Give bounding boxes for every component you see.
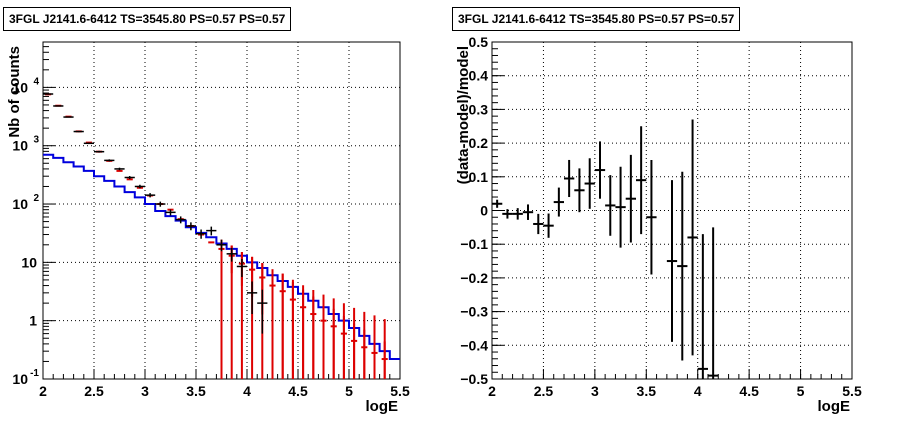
y-tick-label: 0.5 (469, 34, 489, 50)
x-tick-label: 4.5 (739, 383, 759, 399)
y-tick-label: −0.4 (460, 337, 488, 353)
y-tick-exponent: 2 (33, 193, 39, 204)
x-tick-label: 3.5 (637, 383, 657, 399)
y-tick-exponent: 3 (33, 135, 39, 146)
y-tick-label: −0.2 (460, 270, 488, 286)
y-tick-label: 10 (12, 138, 28, 154)
y-tick-label: −0.3 (460, 304, 488, 320)
y-tick-label: −0.1 (460, 236, 488, 252)
x-tick-label: 5 (345, 383, 353, 399)
y-tick-exponent: 4 (33, 76, 39, 87)
y-tick-label: 10 (12, 79, 28, 95)
right-plot-title: 3FGL J2141.6-6412 TS=3545.80 PS=0.57 PS=… (452, 7, 741, 31)
y-tick-label: 0.1 (469, 169, 489, 185)
x-tick-label: 3.5 (186, 383, 206, 399)
y-tick-exponent: -1 (30, 368, 39, 379)
y-axis-title: (data-model)/model (455, 46, 472, 184)
y-tick-label: 1 (29, 313, 37, 329)
x-tick-label: 4 (694, 383, 702, 399)
x-axis-title: logE (818, 398, 851, 415)
x-tick-label: 3 (141, 383, 149, 399)
x-tick-label: 2 (488, 383, 496, 399)
y-axis-title: Nb of counts (6, 46, 23, 138)
x-tick-label: 5 (797, 383, 805, 399)
y-tick-label: 0.4 (469, 68, 489, 84)
x-tick-label: 4 (243, 383, 251, 399)
x-tick-label: 2.5 (84, 383, 104, 399)
y-tick-label: 10 (12, 371, 28, 387)
y-tick-label: 0 (480, 203, 488, 219)
x-tick-label: 5.5 (390, 383, 410, 399)
x-tick-label: 5.5 (842, 383, 862, 399)
y-tick-label: 0.2 (469, 135, 489, 151)
x-axis-title: logE (366, 398, 399, 415)
x-tick-label: 4.5 (288, 383, 308, 399)
x-tick-label: 3 (591, 383, 599, 399)
y-tick-label: −0.5 (460, 371, 488, 387)
y-tick-label: 0.3 (469, 101, 489, 117)
x-tick-label: 2 (39, 383, 47, 399)
y-tick-label: 10 (21, 254, 37, 270)
x-tick-label: 2.5 (534, 383, 554, 399)
y-tick-label: 10 (12, 196, 28, 212)
left-plot-title: 3FGL J2141.6-6412 TS=3545.80 PS=0.57 PS=… (3, 7, 292, 31)
